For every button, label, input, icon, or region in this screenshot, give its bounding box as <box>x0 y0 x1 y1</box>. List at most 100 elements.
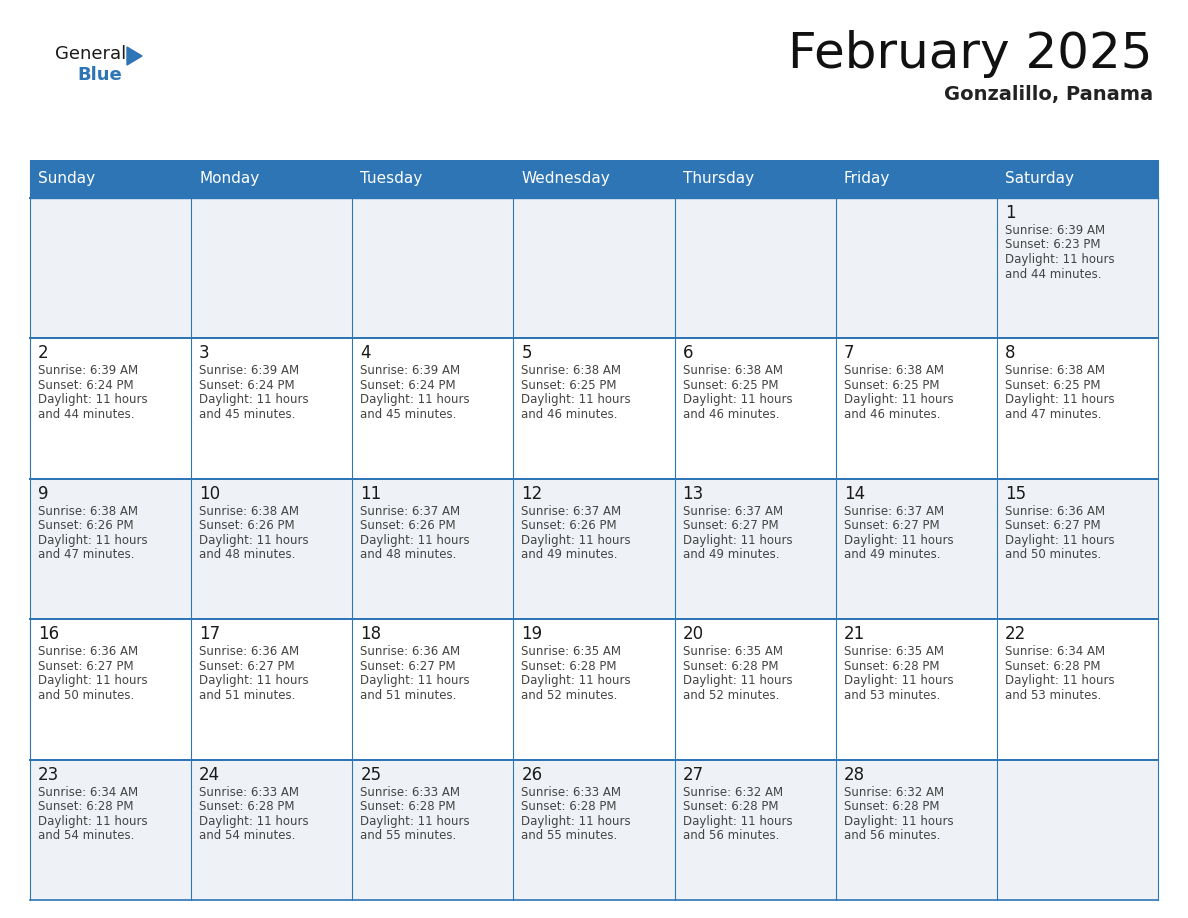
Text: Sunset: 6:25 PM: Sunset: 6:25 PM <box>843 379 940 392</box>
Bar <box>997 620 1158 759</box>
Bar <box>513 198 675 339</box>
Text: Sunset: 6:26 PM: Sunset: 6:26 PM <box>200 520 295 532</box>
Text: Sunset: 6:27 PM: Sunset: 6:27 PM <box>200 660 295 673</box>
Text: 4: 4 <box>360 344 371 363</box>
Text: Daylight: 11 hours: Daylight: 11 hours <box>360 394 470 407</box>
Text: Sunset: 6:28 PM: Sunset: 6:28 PM <box>360 800 456 813</box>
Text: and 44 minutes.: and 44 minutes. <box>38 408 134 420</box>
Text: Daylight: 11 hours: Daylight: 11 hours <box>360 814 470 828</box>
Bar <box>675 160 835 198</box>
Text: Sunrise: 6:35 AM: Sunrise: 6:35 AM <box>683 645 783 658</box>
Bar <box>997 479 1158 620</box>
Bar <box>513 759 675 900</box>
Text: 20: 20 <box>683 625 703 644</box>
Text: Sunday: Sunday <box>38 172 95 186</box>
Bar <box>30 620 191 759</box>
Text: February 2025: February 2025 <box>789 30 1154 78</box>
Text: Daylight: 11 hours: Daylight: 11 hours <box>1005 253 1114 266</box>
Text: Sunrise: 6:38 AM: Sunrise: 6:38 AM <box>843 364 943 377</box>
Text: and 44 minutes.: and 44 minutes. <box>1005 267 1101 281</box>
Text: Sunrise: 6:36 AM: Sunrise: 6:36 AM <box>200 645 299 658</box>
Text: Sunrise: 6:38 AM: Sunrise: 6:38 AM <box>38 505 138 518</box>
Text: 5: 5 <box>522 344 532 363</box>
Text: and 46 minutes.: and 46 minutes. <box>522 408 618 420</box>
Text: Sunset: 6:28 PM: Sunset: 6:28 PM <box>843 660 940 673</box>
Bar <box>997 339 1158 479</box>
Text: 22: 22 <box>1005 625 1026 644</box>
Text: 26: 26 <box>522 766 543 784</box>
Text: Sunset: 6:26 PM: Sunset: 6:26 PM <box>360 520 456 532</box>
Text: Sunset: 6:25 PM: Sunset: 6:25 PM <box>522 379 617 392</box>
Text: and 52 minutes.: and 52 minutes. <box>683 688 779 701</box>
Bar <box>191 160 353 198</box>
Text: and 45 minutes.: and 45 minutes. <box>360 408 456 420</box>
Text: Sunset: 6:28 PM: Sunset: 6:28 PM <box>843 800 940 813</box>
Text: Sunrise: 6:38 AM: Sunrise: 6:38 AM <box>1005 364 1105 377</box>
Text: and 49 minutes.: and 49 minutes. <box>522 548 618 561</box>
Text: Sunset: 6:27 PM: Sunset: 6:27 PM <box>1005 520 1100 532</box>
Text: and 45 minutes.: and 45 minutes. <box>200 408 296 420</box>
Bar <box>30 160 191 198</box>
Text: Sunset: 6:23 PM: Sunset: 6:23 PM <box>1005 239 1100 252</box>
Bar <box>353 339 513 479</box>
Text: Monday: Monday <box>200 172 259 186</box>
Text: 1: 1 <box>1005 204 1016 222</box>
Text: Sunrise: 6:37 AM: Sunrise: 6:37 AM <box>522 505 621 518</box>
Text: Daylight: 11 hours: Daylight: 11 hours <box>360 533 470 547</box>
Text: and 48 minutes.: and 48 minutes. <box>360 548 456 561</box>
Text: 14: 14 <box>843 485 865 503</box>
Text: Daylight: 11 hours: Daylight: 11 hours <box>38 814 147 828</box>
Text: and 48 minutes.: and 48 minutes. <box>200 548 296 561</box>
Text: and 50 minutes.: and 50 minutes. <box>38 688 134 701</box>
Text: Saturday: Saturday <box>1005 172 1074 186</box>
Text: Sunrise: 6:38 AM: Sunrise: 6:38 AM <box>522 364 621 377</box>
Text: 15: 15 <box>1005 485 1026 503</box>
Text: Daylight: 11 hours: Daylight: 11 hours <box>1005 674 1114 688</box>
Text: Sunrise: 6:32 AM: Sunrise: 6:32 AM <box>683 786 783 799</box>
Text: Sunrise: 6:39 AM: Sunrise: 6:39 AM <box>1005 224 1105 237</box>
Text: 27: 27 <box>683 766 703 784</box>
Text: and 54 minutes.: and 54 minutes. <box>38 829 134 842</box>
Bar <box>353 479 513 620</box>
Text: Sunrise: 6:33 AM: Sunrise: 6:33 AM <box>522 786 621 799</box>
Text: Daylight: 11 hours: Daylight: 11 hours <box>1005 394 1114 407</box>
Bar <box>675 339 835 479</box>
Bar <box>191 339 353 479</box>
Bar <box>191 759 353 900</box>
Text: 19: 19 <box>522 625 543 644</box>
Text: Daylight: 11 hours: Daylight: 11 hours <box>38 674 147 688</box>
Text: and 54 minutes.: and 54 minutes. <box>200 829 296 842</box>
Bar <box>513 339 675 479</box>
Text: Daylight: 11 hours: Daylight: 11 hours <box>38 533 147 547</box>
Text: 2: 2 <box>38 344 49 363</box>
Text: Daylight: 11 hours: Daylight: 11 hours <box>38 394 147 407</box>
Text: and 46 minutes.: and 46 minutes. <box>843 408 940 420</box>
Text: 10: 10 <box>200 485 220 503</box>
Text: Daylight: 11 hours: Daylight: 11 hours <box>843 814 953 828</box>
Text: Daylight: 11 hours: Daylight: 11 hours <box>683 814 792 828</box>
Text: Daylight: 11 hours: Daylight: 11 hours <box>200 814 309 828</box>
Text: Sunrise: 6:33 AM: Sunrise: 6:33 AM <box>200 786 299 799</box>
Text: and 46 minutes.: and 46 minutes. <box>683 408 779 420</box>
Bar <box>191 198 353 339</box>
Text: Daylight: 11 hours: Daylight: 11 hours <box>843 674 953 688</box>
Bar <box>675 479 835 620</box>
Bar <box>191 479 353 620</box>
Text: Sunset: 6:25 PM: Sunset: 6:25 PM <box>683 379 778 392</box>
Text: Sunset: 6:28 PM: Sunset: 6:28 PM <box>38 800 133 813</box>
Bar <box>835 479 997 620</box>
Text: General: General <box>55 45 126 63</box>
Text: Sunrise: 6:36 AM: Sunrise: 6:36 AM <box>1005 505 1105 518</box>
Bar <box>675 759 835 900</box>
Text: Gonzalillo, Panama: Gonzalillo, Panama <box>944 85 1154 104</box>
Text: 18: 18 <box>360 625 381 644</box>
Text: 13: 13 <box>683 485 703 503</box>
Bar <box>30 759 191 900</box>
Bar <box>513 160 675 198</box>
Text: Sunset: 6:27 PM: Sunset: 6:27 PM <box>843 520 940 532</box>
Text: Sunrise: 6:34 AM: Sunrise: 6:34 AM <box>38 786 138 799</box>
Text: 21: 21 <box>843 625 865 644</box>
Text: Blue: Blue <box>77 66 121 84</box>
Text: 25: 25 <box>360 766 381 784</box>
Text: Sunset: 6:27 PM: Sunset: 6:27 PM <box>683 520 778 532</box>
